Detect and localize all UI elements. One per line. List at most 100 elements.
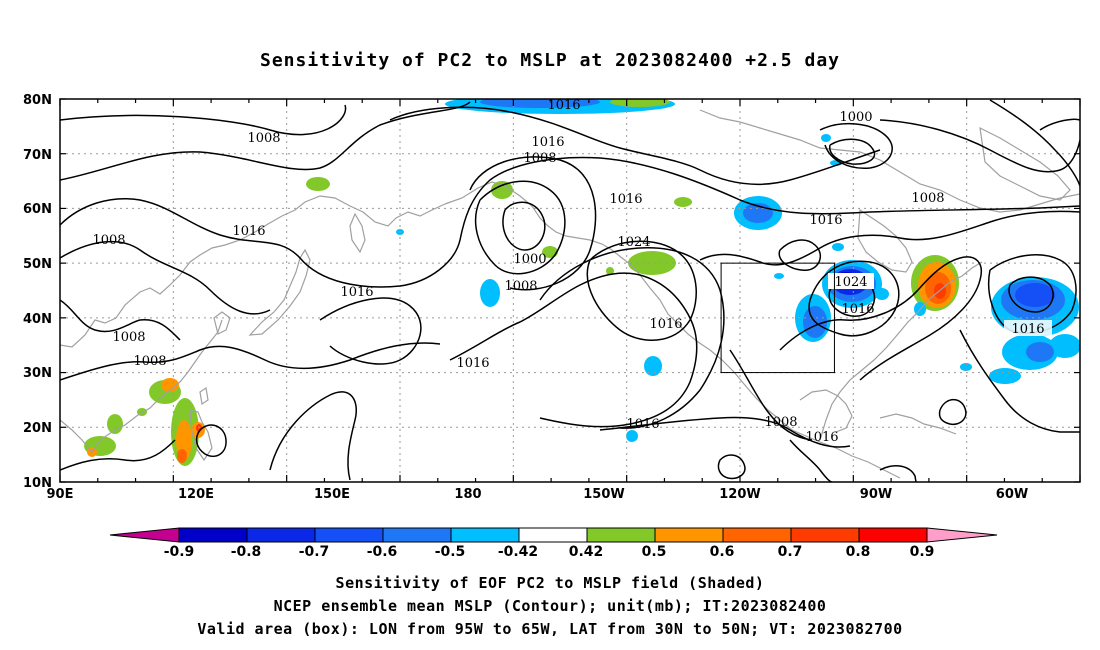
shade-blob — [177, 449, 187, 463]
coastline-gulf — [799, 389, 853, 433]
contour-label: 1016 — [232, 224, 265, 239]
coastline-kamchatka — [349, 212, 366, 254]
colorbar-segment — [450, 527, 520, 543]
contour-line — [717, 454, 746, 480]
colorbar — [109, 527, 998, 543]
contour-line — [988, 254, 1077, 334]
lat-label: 40N — [23, 312, 52, 327]
shade-blob — [480, 279, 500, 307]
colorbar-label: -0.5 — [435, 544, 466, 560]
coastline-alaska — [444, 181, 631, 265]
contour-label: 1016 — [340, 285, 373, 300]
contour-label: 1000 — [513, 252, 546, 267]
contour-line — [829, 138, 876, 165]
contour-line — [60, 439, 176, 471]
colorbar-segment — [722, 527, 792, 543]
shade-blob — [606, 267, 614, 275]
colorbar-arrow-left — [109, 527, 180, 543]
contour-label: 1008 — [504, 279, 537, 294]
lon-label: 120E — [178, 487, 214, 502]
contour-label: 1008 — [112, 330, 145, 345]
contour-line — [60, 342, 441, 381]
shade-blob — [832, 243, 844, 251]
shade-blob — [989, 368, 1021, 384]
colorbar-labels: -0.9 -0.8 -0.7 -0.6 -0.5 -0.42 0.42 0.5 … — [164, 544, 935, 560]
grid-lines — [60, 99, 1080, 482]
colorbar-label: 0.5 — [642, 544, 667, 560]
contour-label: 1016 — [809, 213, 842, 228]
colorbar-label: 0.7 — [778, 544, 803, 560]
lat-label: 80N — [23, 93, 52, 108]
contour-line — [60, 101, 471, 181]
colorbar-label: 0.6 — [710, 544, 735, 560]
colorbar-label: -0.9 — [164, 544, 195, 560]
contour-label: 1008 — [911, 191, 944, 206]
coastline-greenland — [979, 126, 1071, 201]
colorbar-segment — [178, 527, 248, 543]
colorbar-label: 0.9 — [910, 544, 935, 560]
colorbar-segment — [518, 527, 588, 543]
colorbar-segment — [314, 527, 384, 543]
coastline-taiwan — [199, 386, 209, 406]
contour-label: 1016 — [531, 135, 564, 150]
colorbar-segment — [382, 527, 452, 543]
colorbar-label: -0.42 — [498, 544, 538, 560]
contour-label: 1008 — [764, 415, 797, 430]
lon-label: 60W — [996, 487, 1028, 502]
contour-label: 1024 — [834, 275, 867, 290]
shade-blob — [1049, 334, 1080, 358]
shade-blob — [960, 363, 972, 371]
lat-label: 30N — [23, 366, 52, 381]
contour-line — [60, 240, 271, 315]
contour-label: 1016 — [805, 430, 838, 445]
contour-line — [879, 119, 1080, 173]
contour-line — [586, 240, 697, 341]
page-title: Sensitivity of PC2 to MSLP at 2023082400… — [259, 50, 840, 71]
contour-line — [779, 256, 982, 381]
contour-label: 1016 — [609, 192, 642, 207]
shade-blob — [480, 99, 600, 108]
coastline-hudson — [857, 208, 913, 273]
colorbar-segment — [586, 527, 656, 543]
coastline-arctic — [699, 109, 1080, 213]
contour-label: 1024 — [617, 235, 650, 250]
shade-blob — [821, 134, 831, 142]
contour-line — [60, 299, 181, 341]
contour-line — [449, 272, 698, 428]
caption-shaded: Sensitivity of EOF PC2 to MSLP field (Sh… — [335, 574, 765, 592]
shaded-sensitivity — [84, 99, 1080, 466]
contour-line — [789, 439, 833, 482]
contour-line — [699, 210, 1080, 266]
shade-blob — [875, 288, 889, 300]
colorbar-segment — [654, 527, 724, 543]
contour-line — [599, 416, 851, 448]
contour-label: 1016 — [841, 302, 874, 317]
contour-line — [808, 260, 900, 337]
shade-blob — [306, 177, 330, 191]
contour-label: 1016 — [649, 317, 682, 332]
contour-line — [269, 391, 357, 481]
colorbar-label: 0.42 — [569, 544, 604, 560]
caption-contour: NCEP ensemble mean MSLP (Contour); unit(… — [273, 597, 827, 615]
shade-blob — [610, 99, 670, 107]
lat-label: 20N — [23, 421, 52, 436]
shade-blob — [674, 197, 692, 207]
colorbar-segment — [790, 527, 860, 543]
coastline-china — [60, 319, 223, 454]
contour-label: 1000 — [839, 110, 872, 125]
lat-label: 60N — [23, 202, 52, 217]
lat-label: 10N — [23, 476, 52, 491]
lon-label: 150E — [314, 487, 350, 502]
shade-blob — [1015, 283, 1055, 307]
contour-line — [959, 329, 1080, 433]
coastline-korea — [213, 311, 231, 335]
map-frame — [59, 98, 1081, 483]
contour-label: 1008 — [523, 151, 556, 166]
lon-label: 180 — [454, 487, 481, 502]
caption-valid-area: Valid area (box): LON from 95W to 65W, L… — [197, 620, 903, 638]
contour-line — [469, 156, 597, 291]
lon-label: 150W — [583, 487, 624, 502]
contour-label: 1016 — [547, 98, 580, 113]
contour-line — [1039, 118, 1080, 131]
